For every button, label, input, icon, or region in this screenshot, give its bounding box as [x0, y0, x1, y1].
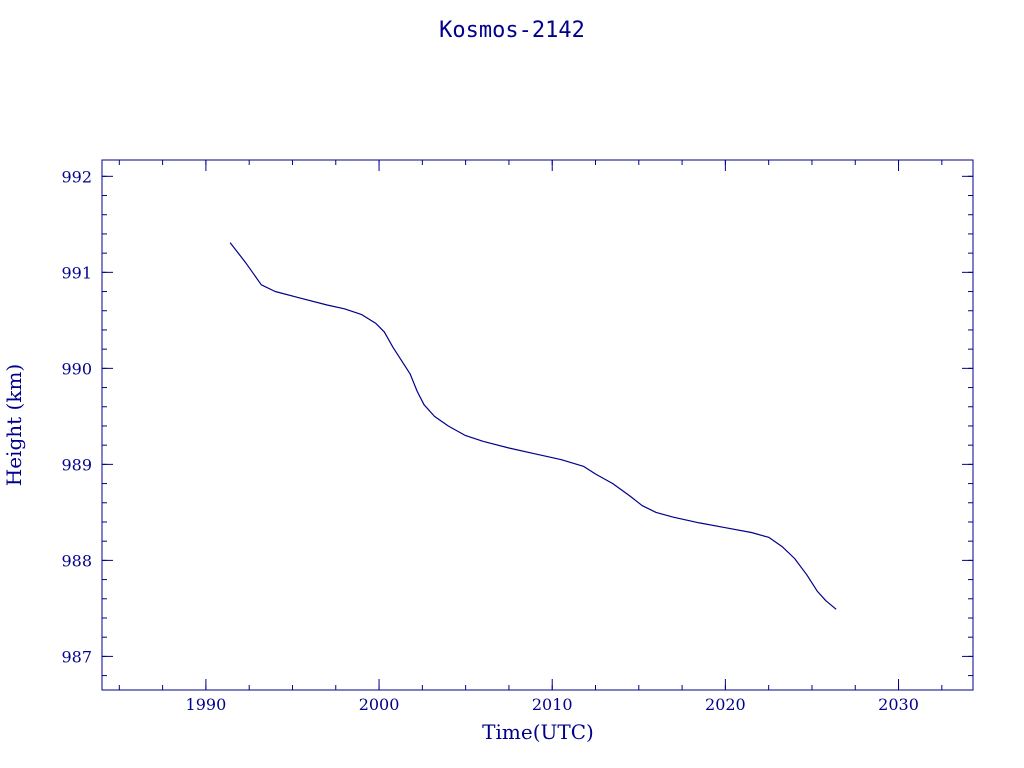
- plot-frame: [101, 159, 974, 691]
- y-tick-label: 988: [61, 551, 92, 570]
- y-tick-label: 989: [61, 455, 92, 474]
- x-tick-label: 2030: [878, 695, 919, 714]
- series-layer: [229, 242, 837, 610]
- x-axis-label: Time(UTC): [482, 720, 594, 744]
- series-line: [229, 242, 837, 610]
- tick-labels: 1990 2000 2010 2020 2030 987 988 989 990 991 992: [61, 167, 918, 714]
- chart-title: Kosmos-2142: [439, 18, 585, 43]
- x-tick-label: 2010: [532, 695, 573, 714]
- y-tick-label: 992: [61, 167, 92, 186]
- y-tick-label: 991: [61, 263, 92, 282]
- x-tick-label: 2020: [705, 695, 746, 714]
- y-tick-label: 990: [61, 359, 92, 378]
- y-tick-label: 987: [61, 647, 92, 666]
- axes: [101, 159, 974, 691]
- x-tick-label: 2000: [359, 695, 400, 714]
- x-tick-label: 1990: [186, 695, 227, 714]
- y-axis-label: Height (km): [2, 364, 26, 486]
